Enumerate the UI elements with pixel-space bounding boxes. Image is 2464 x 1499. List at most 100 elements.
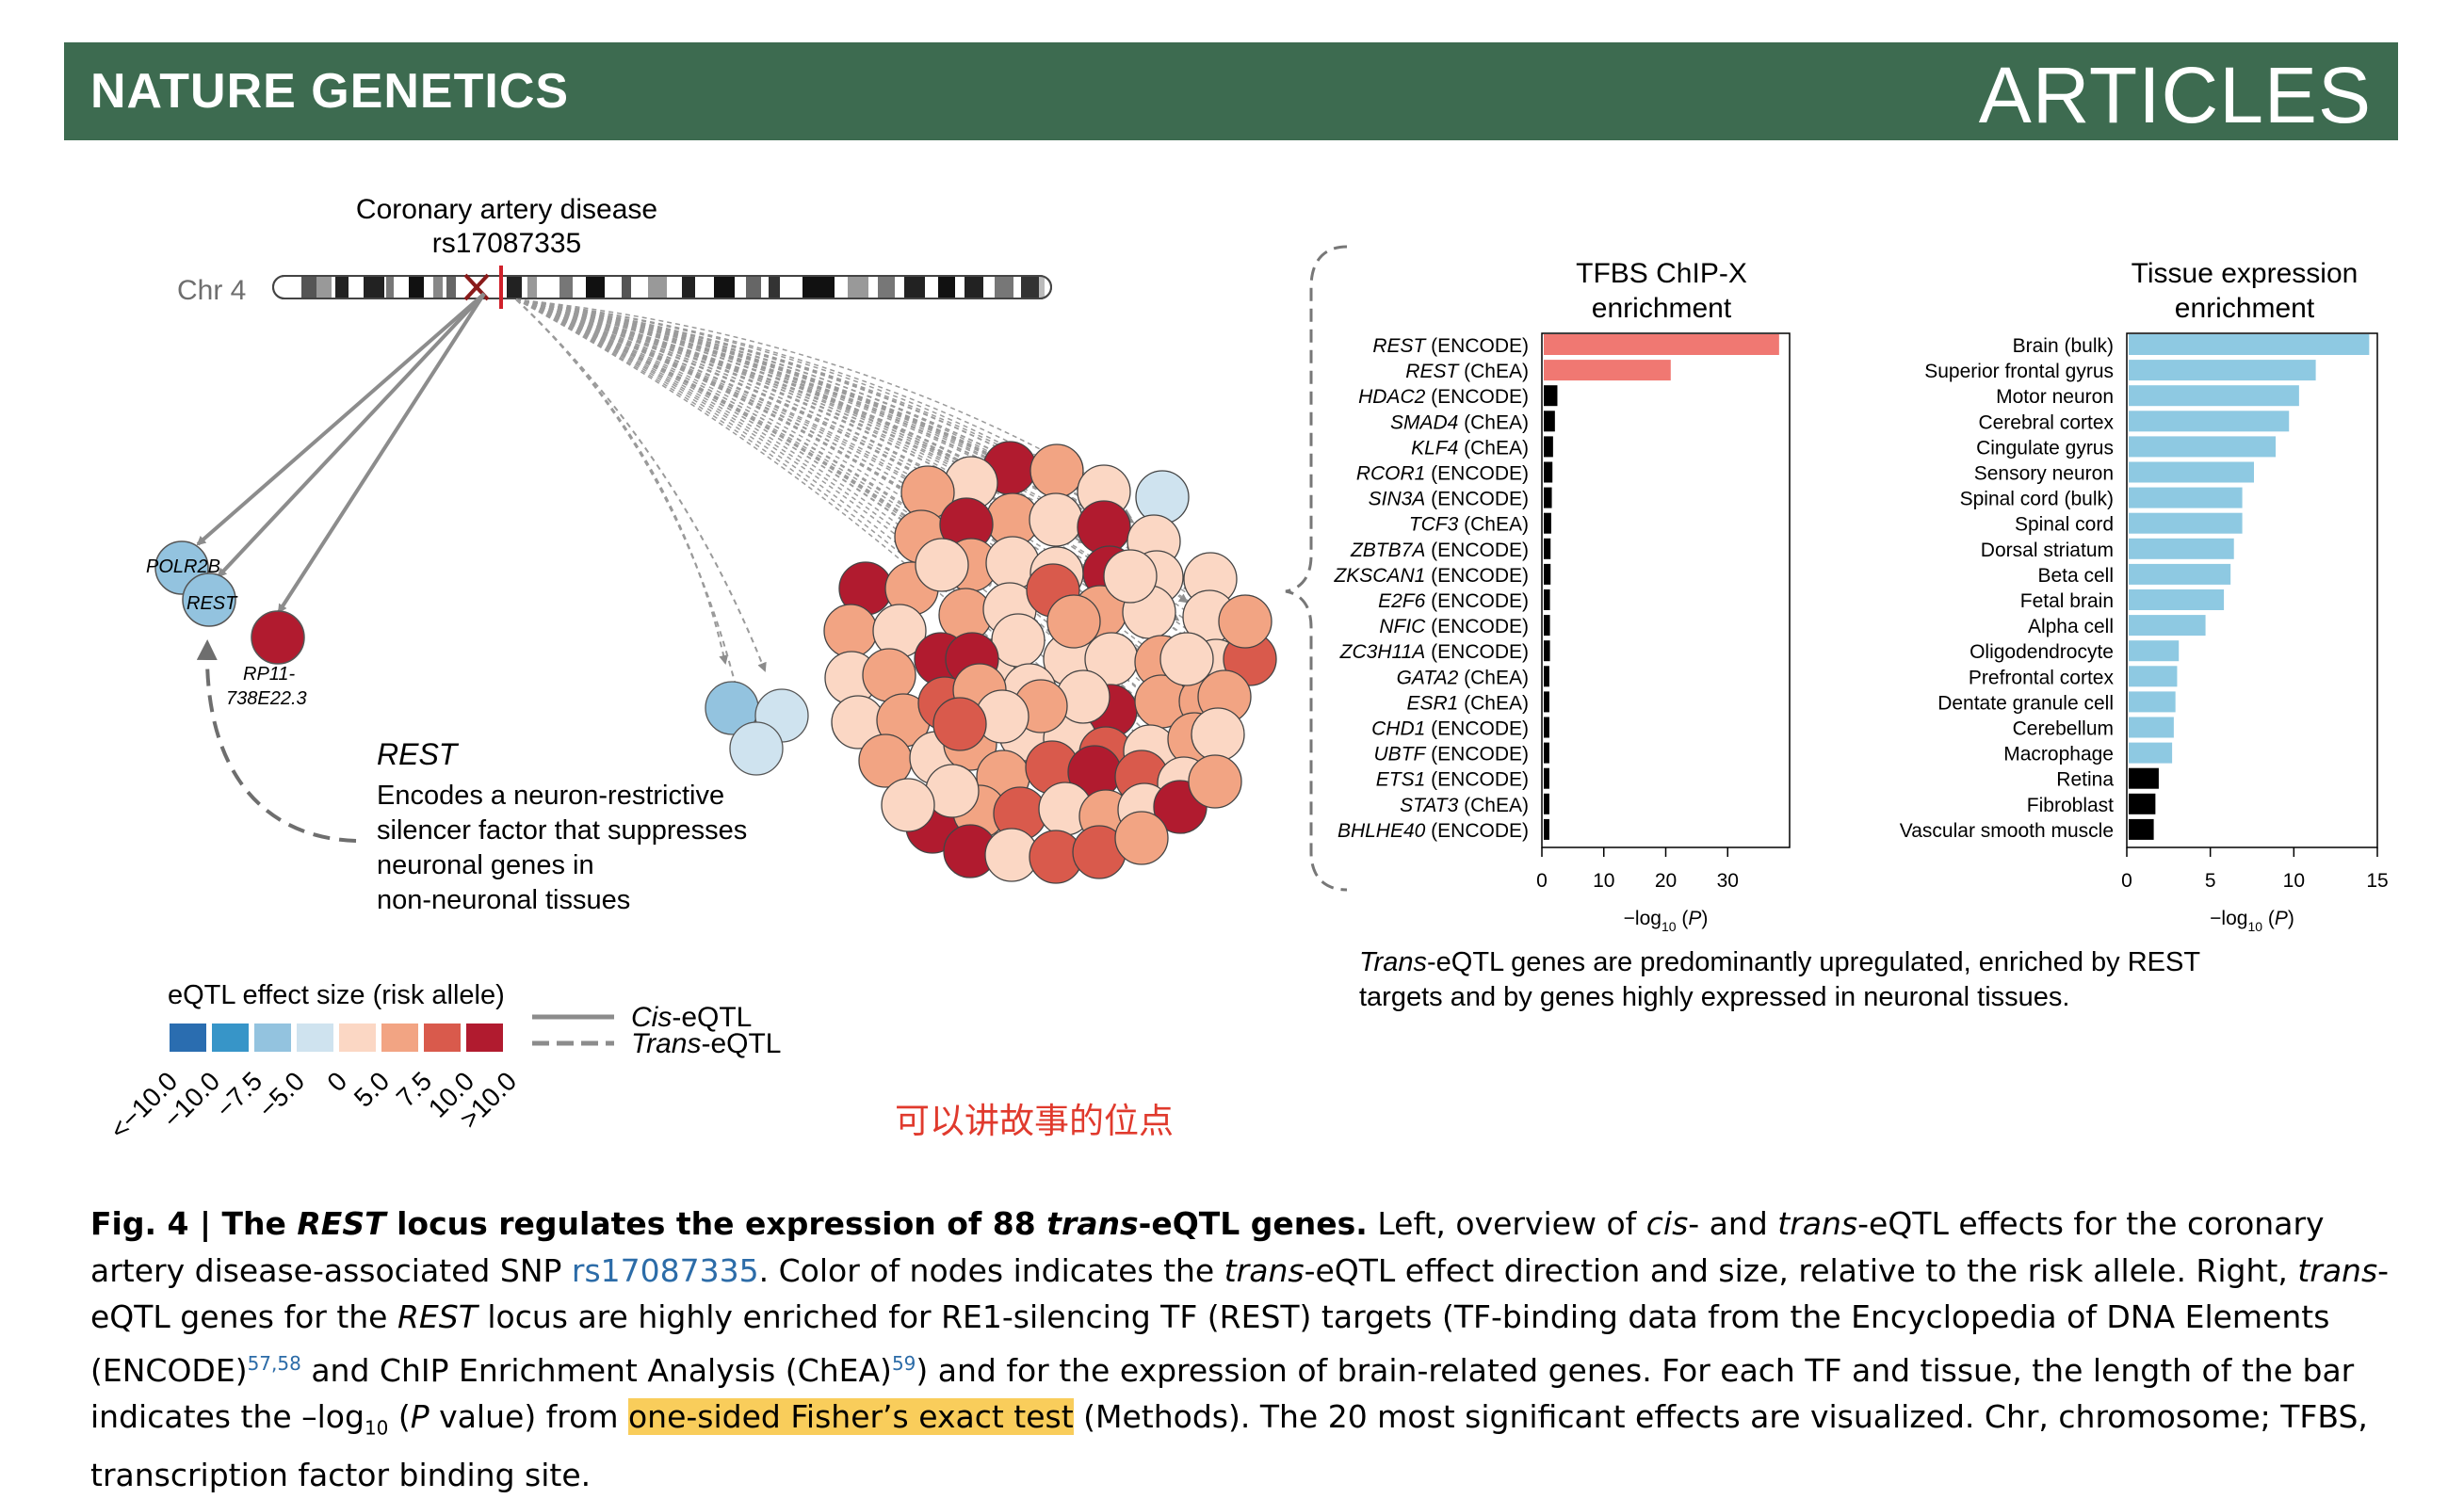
trans-gene-node: [1029, 492, 1083, 547]
annotation-line-2: silencer factor that suppresses: [377, 815, 747, 846]
chart-category-label: ESR1 (ChEA): [1406, 692, 1529, 714]
legend-swatch: [297, 1024, 333, 1052]
trans-gene-node: [1159, 632, 1214, 686]
summary-line-1: Trans-eQTL genes are predominantly upreg…: [1359, 947, 2200, 977]
chromosome-band: [848, 277, 868, 298]
chart-category-label: REST (ENCODE): [1372, 335, 1529, 357]
trans-arrow: [515, 298, 1194, 583]
chart-category-label: Brain (bulk): [2013, 335, 2114, 357]
legend-ticks: <−10.0−10.0−7.5−5.0 05.07.510.0>10.0: [105, 1066, 523, 1145]
chart-bar: [2129, 487, 2243, 508]
chart-category-label: Retina: [2056, 769, 2114, 791]
trans-arrow: [515, 298, 1189, 604]
annotation-note: 可以讲故事的位点: [895, 1101, 1174, 1141]
chart-category-label: ETS1 (ENCODE): [1376, 769, 1529, 791]
chromosome-band: [714, 277, 735, 298]
legend-tick-label: −5.0: [252, 1066, 310, 1123]
bracket-brace: [1285, 245, 1348, 892]
chart-bar: [2129, 589, 2225, 610]
chart-category-label: Spinal cord: [2015, 514, 2114, 536]
gene-label-rest: REST: [186, 593, 238, 614]
chart-bar: [2129, 538, 2234, 559]
trans-arrow: [515, 298, 1163, 555]
chromosome-band: [746, 277, 761, 298]
chart-xlabel: −log10 (P): [2210, 908, 2294, 934]
chromosome-label: Chr 4: [177, 275, 246, 306]
chart-category-label: Vascular smooth muscle: [1900, 820, 2114, 842]
trans-gene-node: [729, 721, 784, 776]
chart-bar: [1544, 461, 1553, 483]
chart-category-label: ZKSCAN1 (ENCODE): [1333, 565, 1529, 587]
trans-gene-node: [1191, 707, 1245, 762]
chart-bar: [2129, 411, 2290, 432]
chart-category-label: SMAD4 (ChEA): [1390, 411, 1529, 433]
chromosome-band: [904, 277, 925, 298]
chart-category-label: E2F6 (ENCODE): [1378, 590, 1529, 612]
rest-feedback-arrow: [196, 639, 357, 843]
trans-gene-node: [862, 648, 916, 702]
chart-category-label: Alpha cell: [2028, 616, 2114, 637]
chart-category-label: CHD1 (ENCODE): [1371, 718, 1529, 740]
chart-bar: [1544, 589, 1550, 610]
chart-category-label: Fibroblast: [2027, 795, 2114, 816]
legend-swatch: [170, 1024, 206, 1052]
trans-legend-label: Trans-eQTL: [631, 1028, 782, 1059]
legend-tick-label: −7.5: [210, 1066, 267, 1123]
svg-text:RP11-: RP11-: [243, 664, 296, 685]
chart-category-label: Dorsal striatum: [1981, 540, 2114, 561]
cis-eqtl-arrows: [196, 292, 486, 614]
chart-bar: [2129, 461, 2254, 483]
gene-label-rp11: RP11- 738E22.3: [226, 664, 307, 709]
snp-link[interactable]: rs17087335: [571, 1251, 759, 1289]
chart-bar: [2129, 666, 2178, 687]
chart-bar: [1544, 717, 1549, 738]
trans-gene-cluster: [705, 441, 1277, 884]
trans-gene-node: [1188, 754, 1242, 809]
legend-swatch: [212, 1024, 249, 1052]
chart-tick-label: 0: [1536, 870, 1548, 892]
chart-category-label: ZC3H11A (ENCODE): [1339, 641, 1529, 663]
journal-header: NATURE GENETICS ARTICLES: [64, 42, 2398, 140]
chart-bar: [1544, 742, 1549, 764]
trans-gene-node: [991, 613, 1046, 668]
chart-bar: [2129, 818, 2154, 840]
disease-label: Coronary artery disease: [356, 194, 657, 225]
trans-arrow: [515, 298, 729, 665]
trans-arrow: [515, 298, 1179, 573]
trans-gene-node: [932, 697, 987, 751]
chromosome-band: [301, 277, 320, 298]
legend-swatch: [339, 1024, 376, 1052]
chromosome-band: [386, 277, 394, 298]
annotation-line-1: Encodes a neuron-restrictive: [377, 781, 724, 811]
chromosome-band: [527, 277, 537, 298]
node-rp11: [251, 610, 305, 665]
chromosome-band: [622, 277, 631, 298]
chart-tick-label: 0: [2121, 870, 2132, 892]
trans-gene-node: [1029, 443, 1084, 498]
reference-link-59[interactable]: 59: [891, 1351, 916, 1375]
trans-gene-node: [1135, 470, 1190, 524]
figure-panel: Coronary artery disease rs17087335 Chr 4…: [105, 194, 2389, 1145]
chart-category-label: Dentate granule cell: [1937, 692, 2114, 714]
section-name: ARTICLES: [1978, 51, 2372, 139]
chromosome-band: [364, 277, 384, 298]
chromosome-band: [335, 277, 349, 298]
chart-category-label: Sensory neuron: [1974, 463, 2114, 485]
chart-category-label: Cerebral cortex: [1978, 411, 2114, 433]
chart-frame: [2126, 332, 2378, 848]
chromosome-band: [433, 277, 443, 298]
chromosome-ideogram: [272, 266, 1052, 309]
chromosome-band: [965, 277, 983, 298]
chart-bar: [2129, 717, 2174, 738]
chromosome-band: [1021, 277, 1040, 298]
chart-bar: [1544, 793, 1549, 814]
chart-category-label: SIN3A (ENCODE): [1369, 489, 1529, 510]
chart-bar: [1544, 563, 1551, 585]
chromosome-band: [507, 277, 522, 298]
tissue-bar-chart: Brain (bulk) Superior frontal gyrus Motor …: [1900, 332, 2389, 934]
trans-arrow: [515, 298, 1221, 654]
reference-link-57-58[interactable]: 57,58: [247, 1351, 301, 1375]
chart-category-label: Prefrontal cortex: [1969, 667, 2115, 688]
chart-category-label: BHLHE40 (ENCODE): [1337, 820, 1529, 842]
chart-category-label: REST (ChEA): [1405, 361, 1529, 382]
